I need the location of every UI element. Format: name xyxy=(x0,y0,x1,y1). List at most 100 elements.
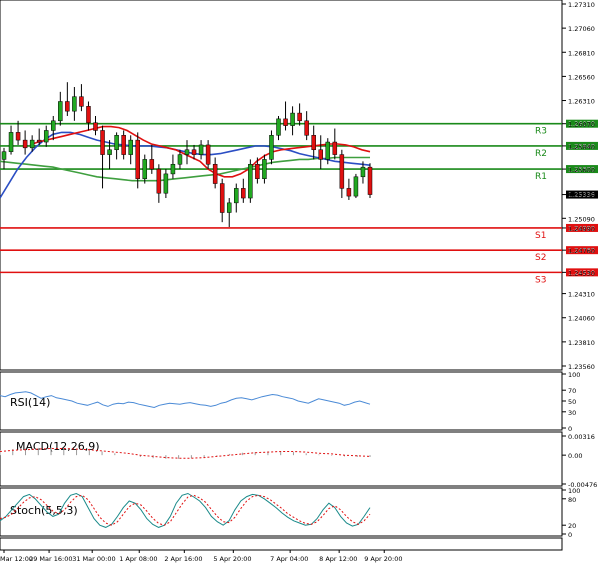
candle-body xyxy=(304,120,309,136)
candle-body xyxy=(346,188,352,197)
macd-label: MACD(12,26,9) xyxy=(16,440,100,453)
level-label-s1: S1 xyxy=(535,231,546,241)
stoch-y-tick-label: 80 xyxy=(568,496,576,504)
candle-body xyxy=(360,166,366,178)
extra-pane-frame xyxy=(0,537,563,551)
level-label-r3: R3 xyxy=(535,127,547,137)
candle-body xyxy=(325,141,331,160)
candle-body xyxy=(121,135,126,155)
y-tick-label: 1.25600 xyxy=(568,166,595,174)
ma-green-line xyxy=(0,156,370,182)
candle-body xyxy=(367,166,373,195)
y-tick-label: 1.24060 xyxy=(568,315,595,323)
candle-body xyxy=(276,118,281,136)
x-tick-label: Mar 12:00 xyxy=(0,555,33,563)
y-tick-label: 1.27060 xyxy=(568,25,595,33)
candle-body xyxy=(114,135,119,151)
y-tick-label: 1.26070 xyxy=(568,121,595,129)
candle-body xyxy=(128,139,133,155)
x-tick-label: 7 Apr 04:00 xyxy=(270,555,308,563)
stoch-y-tick-label: 100 xyxy=(568,487,580,495)
y-tick-label: 1.23810 xyxy=(568,339,595,347)
x-tick-label: 9 Apr 20:00 xyxy=(364,555,402,563)
stoch-label: Stoch(5,5,3) xyxy=(10,504,78,517)
rsi-y-tick-label: 70 xyxy=(568,387,576,395)
candle-body xyxy=(79,96,84,107)
y-tick-label: 1.25336 xyxy=(568,192,595,200)
level-label-r1: R1 xyxy=(535,172,547,182)
candle-body xyxy=(184,149,190,155)
level-price-r2: 1.25840 xyxy=(568,142,595,150)
candle-body xyxy=(8,132,14,152)
candle-body xyxy=(93,122,98,131)
level-price-box xyxy=(566,141,598,150)
candle-body xyxy=(156,168,162,194)
x-tick-label: 29 Mar 16:00 xyxy=(29,555,72,563)
stoch-y-tick-label: 20 xyxy=(568,522,576,530)
candle-body xyxy=(43,130,49,143)
candle-body xyxy=(226,202,232,213)
candle-body xyxy=(107,149,112,155)
stoch-y-tick-label: 0 xyxy=(568,531,572,539)
x-tick-label: 1 Apr 08:00 xyxy=(119,555,157,563)
level-price-s2: 1.24760 xyxy=(568,247,595,255)
price-pane: R3 1.26070 R2 1.25840 R1 1.25600 S1 1.24990 S2 1.… xyxy=(0,0,598,371)
x-tick-label: 8 Apr 12:00 xyxy=(319,555,357,563)
x-tick-label: 2 Apr 16:00 xyxy=(164,555,202,563)
candle-body xyxy=(234,188,239,204)
macd-pane-frame xyxy=(0,431,563,487)
candle-body xyxy=(65,101,70,112)
level-price-r1: 1.25600 xyxy=(568,166,595,174)
candle-body xyxy=(149,159,155,170)
candle-body xyxy=(135,139,140,179)
rsi-y-tick-label: 100 xyxy=(568,371,580,379)
level-price-box xyxy=(566,268,598,277)
candle-body xyxy=(170,163,176,175)
candle-body xyxy=(311,135,316,151)
candle-body xyxy=(191,149,197,155)
price-pane-frame xyxy=(0,0,563,371)
candle-body xyxy=(205,144,211,165)
macd-signal-line xyxy=(0,448,371,459)
y-tick-label: 1.27310 xyxy=(568,1,595,9)
candle-body xyxy=(1,151,7,160)
rsi-y-tick-label: 50 xyxy=(568,398,576,406)
candle-body xyxy=(255,163,260,179)
candle-body xyxy=(72,96,77,112)
last-price-box xyxy=(566,190,598,199)
candle-body xyxy=(290,112,295,126)
level-price-box xyxy=(566,165,598,174)
level-price-box xyxy=(566,223,598,232)
candle-body xyxy=(86,106,91,123)
candle-body xyxy=(262,159,267,179)
candle-body xyxy=(163,173,169,194)
rsi-y-tick-label: 0 xyxy=(568,425,572,433)
candle-body xyxy=(353,176,359,197)
macd-pane: MACD(12,26,9) 0.00316 0.00 -0.00476 xyxy=(0,431,597,489)
x-tick-label: 5 Apr 20:00 xyxy=(213,555,251,563)
last-price-label: 1.25336 xyxy=(568,191,595,199)
y-tick-label: 1.24310 xyxy=(568,291,595,299)
level-label-r2: R2 xyxy=(535,149,547,159)
rsi-pane-frame xyxy=(0,371,563,431)
y-tick-label: 1.26310 xyxy=(568,98,595,106)
candle-body xyxy=(219,183,225,213)
candle-body xyxy=(318,149,323,160)
candle-body xyxy=(297,112,302,122)
level-price-s1: 1.24990 xyxy=(568,224,595,232)
y-tick-label: 1.26810 xyxy=(568,49,595,57)
level-label-s2: S2 xyxy=(535,253,546,263)
candle-body xyxy=(36,139,42,143)
y-tick-label: 1.26560 xyxy=(568,73,595,81)
candle-body xyxy=(29,139,35,149)
y-tick-label: 1.24760 xyxy=(568,247,595,255)
candle-body xyxy=(332,141,338,155)
candle-body xyxy=(51,120,56,131)
stoch-k-line xyxy=(0,492,371,528)
rsi-line xyxy=(0,391,371,409)
level-price-box xyxy=(566,246,598,255)
candle-body xyxy=(15,132,21,141)
candle-body xyxy=(142,159,148,179)
